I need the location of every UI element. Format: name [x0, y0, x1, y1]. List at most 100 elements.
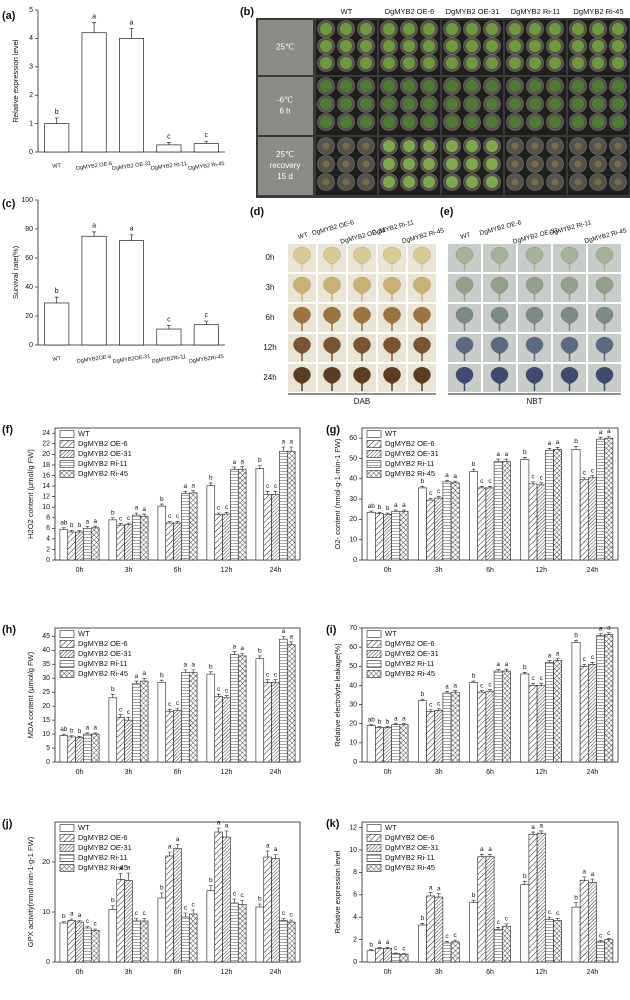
- bar: [165, 711, 174, 763]
- column-label: DgMYB2 OE-31: [446, 7, 500, 16]
- plant: [486, 116, 498, 128]
- error-bar: [479, 690, 484, 693]
- plant: [574, 160, 582, 168]
- y-tick-label: 30: [349, 701, 357, 708]
- plant: [403, 98, 415, 110]
- error-bar: [166, 325, 171, 330]
- significance-letter: b: [160, 496, 164, 503]
- bar: [469, 902, 479, 963]
- y-tick-label: 0: [29, 342, 33, 349]
- significance-letter: a: [130, 19, 134, 26]
- bar: [206, 890, 216, 963]
- significance-letter: c: [266, 483, 270, 490]
- bar: [116, 879, 125, 963]
- y-tick-label: 18: [42, 462, 50, 469]
- plant: [592, 80, 604, 92]
- y-tick-label: 50: [349, 455, 357, 462]
- bar: [391, 510, 401, 561]
- legend-swatch: [366, 470, 382, 478]
- error-bar: [444, 940, 449, 943]
- x-tick-label: 6h: [486, 769, 494, 776]
- plant: [592, 23, 604, 35]
- plant: [572, 98, 584, 110]
- error-bar: [582, 477, 587, 480]
- significance-letter: a: [289, 634, 293, 641]
- error-bar: [488, 854, 492, 857]
- legend-label: DgMYB2 OE-31: [78, 649, 132, 658]
- significance-letter: a: [599, 625, 603, 632]
- x-tick-label: 12h: [221, 567, 233, 574]
- significance-letter: a: [453, 682, 457, 689]
- error-bar: [61, 921, 66, 923]
- x-tick-label: 12h: [535, 567, 547, 574]
- error-bar: [175, 844, 180, 849]
- x-tick-label: 24h: [270, 567, 282, 574]
- bar: [434, 497, 444, 561]
- bar: [165, 855, 174, 963]
- column-label: DgMYB2 OE-6: [479, 219, 523, 237]
- legend-label: DgMYB2 Ri-45: [385, 469, 435, 478]
- row-label: 6h: [266, 313, 275, 322]
- plant: [340, 23, 352, 35]
- plant: [531, 142, 539, 150]
- bar: [366, 725, 376, 763]
- legend-swatch: [366, 650, 382, 658]
- plant: [322, 178, 330, 186]
- significance-letter: c: [168, 513, 172, 520]
- x-tick-label: 3h: [125, 769, 133, 776]
- error-bar: [436, 496, 441, 499]
- leaf: [353, 306, 371, 325]
- bar: [579, 665, 589, 763]
- leaf: [560, 246, 579, 265]
- legend-swatch: [59, 430, 75, 438]
- error-bar: [240, 652, 245, 656]
- bar: [214, 514, 223, 561]
- bar: [157, 505, 167, 561]
- bar: [391, 724, 401, 763]
- bar: [222, 697, 231, 763]
- bar: [579, 879, 589, 963]
- bar: [90, 733, 100, 763]
- plant: [423, 140, 435, 152]
- significance-letter: b: [421, 915, 425, 922]
- plant: [360, 80, 372, 92]
- x-tick-label: DgMYB2 OE-31: [112, 161, 152, 172]
- legend-label: DgMYB2 OE-6: [385, 639, 435, 648]
- error-bar: [208, 885, 213, 891]
- plant: [466, 140, 478, 152]
- bar: [81, 32, 107, 153]
- plant: [403, 140, 415, 152]
- x-tick-label: 0h: [76, 769, 84, 776]
- significance-letter: a: [130, 226, 134, 233]
- bar: [493, 670, 503, 763]
- bar: [375, 727, 384, 763]
- significance-letter: b: [378, 718, 382, 725]
- panel-label: (h): [2, 624, 16, 636]
- bar: [536, 832, 546, 963]
- bar: [375, 513, 384, 561]
- significance-letter: a: [453, 473, 457, 480]
- error-bar: [142, 677, 147, 682]
- row-label: 24h: [263, 373, 276, 382]
- y-tick-label: 20: [349, 516, 357, 523]
- error-bar: [224, 512, 229, 515]
- bar: [485, 690, 495, 763]
- leaf: [293, 306, 311, 325]
- bar: [271, 494, 280, 561]
- legend-label: DgMYB2 OE-31: [385, 649, 439, 658]
- bar: [59, 922, 69, 963]
- plant: [340, 40, 352, 52]
- error-bar: [118, 873, 123, 880]
- significance-letter: c: [205, 132, 209, 139]
- error-bar: [496, 926, 501, 930]
- significance-letter: a: [505, 451, 509, 458]
- bar: [434, 710, 444, 763]
- bar: [442, 692, 452, 763]
- error-bar: [85, 526, 90, 529]
- significance-letter: c: [437, 488, 441, 495]
- y-tick-label: 2: [29, 92, 33, 99]
- y-tick-label: 6: [46, 525, 50, 532]
- plant: [486, 80, 498, 92]
- error-bar: [555, 658, 560, 661]
- plant: [574, 178, 582, 186]
